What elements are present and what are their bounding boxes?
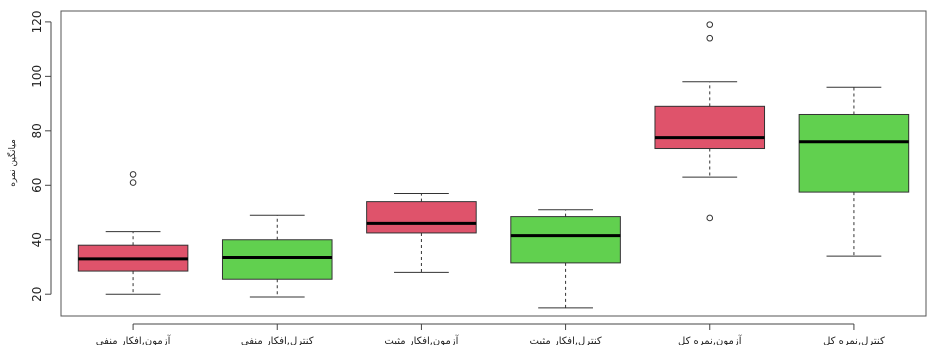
y-tick-label: 20: [30, 287, 44, 302]
category-label: آزمون,نمره کل: [678, 334, 743, 345]
box-6: [798, 86, 910, 257]
box-body: [366, 201, 477, 234]
box-3: [366, 192, 477, 273]
box-2: [221, 214, 333, 298]
y-axis: 20 40 60 80 100 120: [30, 10, 52, 302]
box-body: [798, 113, 910, 193]
y-tick-label: 100: [30, 65, 44, 88]
outlier-point: [706, 214, 714, 222]
y-tick-label: 60: [30, 178, 44, 193]
box-1: [77, 171, 189, 295]
box-body: [221, 239, 333, 280]
category-label: کنترل,نمره کل: [823, 336, 885, 345]
boxes-group: [77, 21, 910, 309]
box-4: [510, 209, 621, 309]
outlier-point: [129, 171, 137, 178]
outlier-point: [129, 179, 137, 186]
outlier-point: [706, 34, 714, 42]
box-5: [654, 21, 766, 222]
y-tick-label: 120: [30, 10, 44, 33]
x-axis: آزمون,افکار منفی کنترل,افکار منفی آزمون,اف…: [96, 323, 885, 345]
category-label: کنترل,افکار مثبت: [530, 336, 602, 345]
y-axis-title: میانگین نمره: [6, 139, 18, 187]
category-label: آزمون,افکار منفی: [96, 334, 172, 345]
box-body: [510, 216, 621, 264]
y-tick-label: 40: [30, 232, 44, 247]
box-body: [654, 105, 766, 150]
category-label: کنترل,افکار منفی: [241, 336, 314, 345]
outlier-point: [706, 21, 714, 28]
category-label: آزمون,افکار مثبت: [384, 334, 459, 345]
y-tick-label: 80: [30, 123, 44, 138]
plot-frame: [60, 10, 927, 317]
